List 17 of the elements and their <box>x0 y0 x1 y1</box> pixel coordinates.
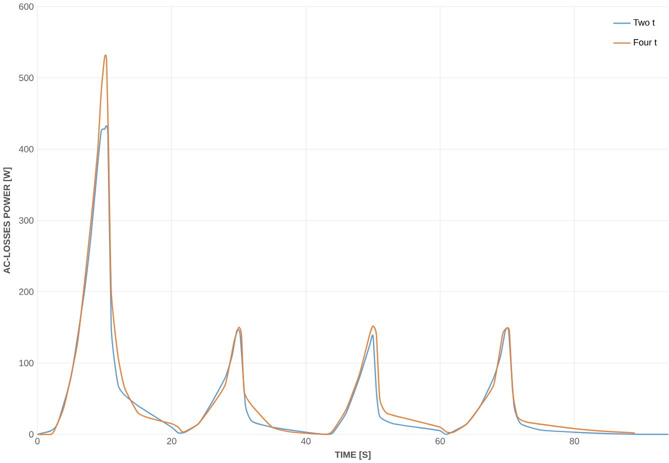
x-tick-label: 80 <box>570 438 580 444</box>
x-tick-label: 0 <box>35 438 40 444</box>
x-tick-label: 20 <box>167 438 176 444</box>
x-tick-label: 40 <box>301 438 311 444</box>
x-axis-title: TIME [S] <box>334 451 371 460</box>
x-tick-label: 60 <box>436 438 445 444</box>
y-tick-label: 500 <box>19 74 34 82</box>
y-tick-label: 600 <box>19 3 34 10</box>
y-tick-label: 300 <box>19 217 34 224</box>
y-tick-label: 0 <box>29 431 34 438</box>
y-tick-label: 100 <box>19 360 34 366</box>
y-tick-label: 400 <box>18 146 34 152</box>
y-tick-label: 200 <box>19 288 34 295</box>
legend-label: Two t <box>633 19 655 26</box>
y-axis-title: AC-LOSSES POWER [W] <box>3 168 12 274</box>
legend-label: Four t <box>634 39 657 46</box>
line-series <box>36 56 636 435</box>
